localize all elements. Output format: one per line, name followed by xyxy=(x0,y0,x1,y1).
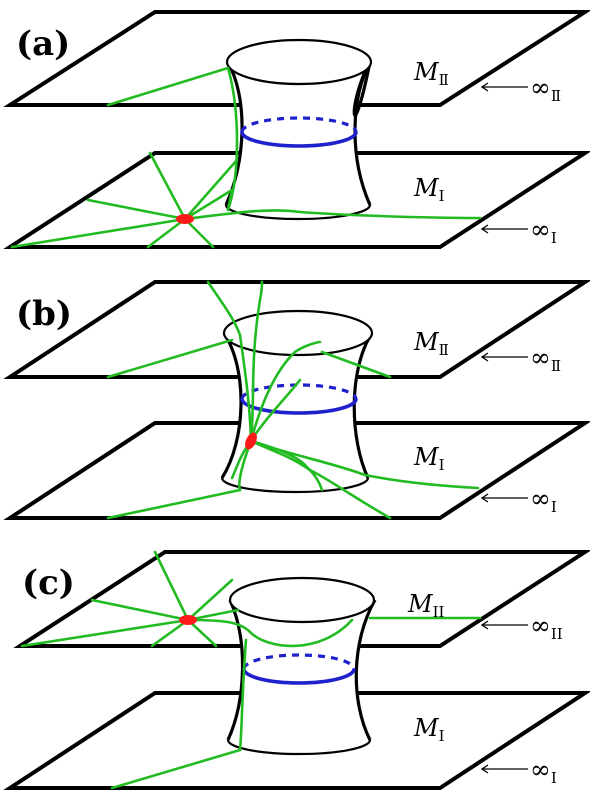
geodesic xyxy=(298,210,482,220)
infinity-arrowhead-lower xyxy=(480,224,489,234)
geodesic xyxy=(86,198,187,221)
wormhole-wall xyxy=(222,333,372,489)
sheet-label-upper: MⅡ xyxy=(413,58,449,89)
infinity-label-lower: ∞I xyxy=(530,755,557,787)
infinity-arrowhead-upper xyxy=(480,82,489,92)
geodesic xyxy=(238,638,248,752)
geodesic xyxy=(183,158,239,221)
panel-b: (b) MⅡ MI ∞Ⅱ ∞I xyxy=(3,280,590,520)
infinity-arrowhead-lower xyxy=(480,764,489,774)
infinity-arrowhead-upper xyxy=(480,620,489,630)
panel-c: (c) MII MI ∞II ∞I xyxy=(3,550,590,790)
wormhole-bottom-rim xyxy=(224,204,372,221)
sheet-label-lower: MI xyxy=(413,443,445,474)
geodesic xyxy=(183,188,234,221)
source-point xyxy=(179,615,197,625)
geodesic xyxy=(106,66,230,107)
geodesic xyxy=(90,598,190,622)
infinity-arrowhead-upper xyxy=(480,352,489,362)
panel-label: (c) xyxy=(22,563,75,603)
geodesic xyxy=(226,188,234,212)
geodesic xyxy=(110,748,242,790)
wormhole-bottom-rim xyxy=(226,739,372,756)
geodesic xyxy=(248,618,354,648)
geodesic xyxy=(146,217,187,249)
infinity-label-upper: ∞II xyxy=(530,611,563,643)
sheet-label-lower: MI xyxy=(413,714,445,745)
sheet-label-upper: MⅡ xyxy=(413,328,449,359)
geodesic xyxy=(249,439,324,492)
wormhole-bottom-rim xyxy=(220,477,370,494)
geodesics xyxy=(106,280,480,520)
panel-label: (a) xyxy=(16,24,70,64)
geodesic xyxy=(148,151,187,221)
panel-label: (b) xyxy=(16,294,72,334)
geodesic xyxy=(249,340,322,443)
source-point xyxy=(245,432,257,450)
geodesic xyxy=(10,217,187,249)
geodesic xyxy=(183,217,215,249)
wormhole-wall xyxy=(226,62,370,216)
geodesic xyxy=(206,280,242,337)
source-point xyxy=(176,214,194,224)
geodesic xyxy=(238,333,253,443)
infinity-label-upper: ∞Ⅱ xyxy=(530,343,561,375)
geodesic xyxy=(150,618,190,648)
geodesic xyxy=(186,578,234,622)
wormhole-top-rim xyxy=(222,309,374,357)
geodesics xyxy=(10,66,482,249)
geodesic xyxy=(249,280,264,443)
geodesics xyxy=(20,550,482,790)
throat-front xyxy=(242,668,356,685)
infinity-label-lower: ∞I xyxy=(530,215,557,247)
panel-a: (a) MⅡ MI ∞Ⅱ ∞I xyxy=(3,10,590,249)
geodesic xyxy=(183,209,302,221)
sheet-label-upper: MII xyxy=(407,590,445,621)
throat-front xyxy=(240,131,358,148)
geodesic xyxy=(153,550,190,622)
infinity-label-upper: ∞Ⅱ xyxy=(530,73,561,105)
wormhole-right-edge xyxy=(352,332,374,479)
wormhole-left-edge xyxy=(220,332,243,479)
infinity-label-lower: ∞I xyxy=(530,484,557,516)
geodesic xyxy=(320,350,392,379)
wormhole-top-rim xyxy=(225,38,373,86)
geodesic xyxy=(186,618,218,648)
wormhole-top-rim xyxy=(228,576,376,624)
throat-back xyxy=(242,653,356,670)
sheet-label-lower: MI xyxy=(413,174,445,205)
wormhole-wall xyxy=(228,600,375,752)
geodesic xyxy=(106,488,242,520)
wormhole-right-edge xyxy=(354,599,377,741)
geodesic xyxy=(106,338,234,379)
geodesic xyxy=(20,618,190,648)
geodesic xyxy=(186,618,252,634)
infinity-arrowhead-lower xyxy=(480,493,489,503)
